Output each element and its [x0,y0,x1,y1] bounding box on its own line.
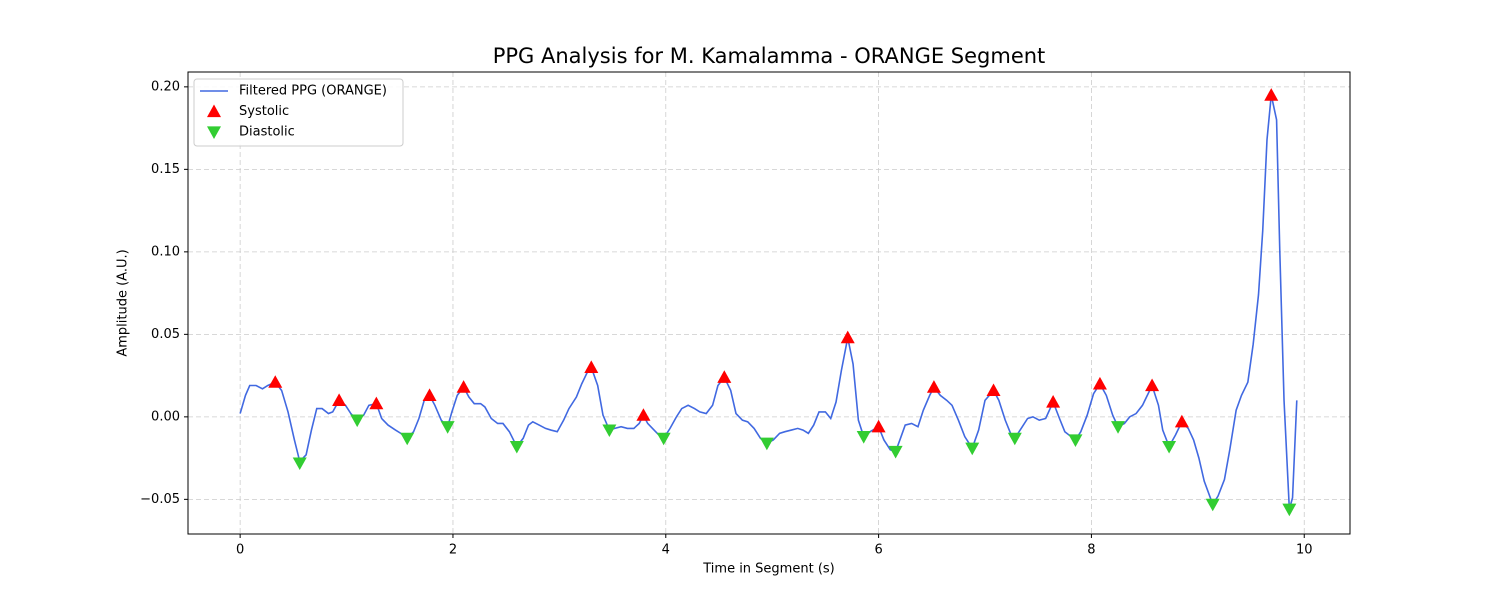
systolic-marker [456,380,471,393]
x-tick-label: 10 [1296,543,1313,558]
diastolic-marker [1111,421,1126,434]
diastolic-marker [1068,434,1083,447]
legend-box [193,78,404,147]
systolic-marker [268,375,283,388]
diastolic-marker [1282,503,1297,517]
y-axis-label: Amplitude (A.U.) [116,249,131,356]
diastolic-marker [509,440,524,454]
x-axis-label: Time in Segment (s) [702,562,834,577]
diastolic-marker [1162,440,1177,454]
legend: Filtered PPG (ORANGE) Systolic Diastolic [193,78,404,147]
y-tick-label: 0.10 [151,244,180,259]
systolic-marker [369,396,384,410]
x-tick-label: 8 [1087,543,1095,558]
axes-frame [187,71,1351,535]
systolic-marker [332,393,347,406]
systolic-marker [840,330,855,344]
legend-label: Filtered PPG (ORANGE) [239,84,387,99]
legend-swatch [207,104,221,118]
systolic-marker [871,419,886,433]
legend-label: Diastolic [239,125,295,140]
systolic-marker [422,388,437,401]
y-tick-label: 0.15 [151,162,180,177]
x-tick-label: 6 [874,543,882,558]
x-tick-label: 2 [449,543,457,558]
systolic-marker [584,360,599,373]
systolic-marker [1145,378,1160,392]
systolic-marker [1092,376,1107,390]
x-tick-label: 0 [236,543,244,558]
diastolic-marker [400,432,415,446]
chart-title: PPG Analysis for M. Kamalamma - ORANGE S… [493,44,1046,68]
diastolic-marker [292,457,307,471]
x-tick-label: 4 [662,543,670,558]
diastolic-marker [440,421,455,434]
systolic-marker [986,383,1001,397]
systolic-marker [926,380,941,393]
diastolic-marker [965,442,980,456]
systolic-marker [1264,88,1279,101]
y-tick-label: 0.20 [151,79,180,94]
diastolic-marker [759,437,774,451]
diastolic-marker [888,445,903,459]
diastolic-marker [1205,498,1220,512]
systolic-marker [1046,395,1061,408]
y-tick-label: −0.05 [140,492,180,507]
systolic-marker [717,370,732,383]
plot-area: 0 2 4 6 8 10 −0.05 0.00 0.05 0.10 0.15 0.20 Filtered… [140,71,1351,558]
diastolic-marker [656,432,671,446]
legend-swatch [207,126,221,139]
diastolic-marker [602,424,617,438]
diastolic-marker [1007,432,1022,446]
systolic-marker [636,408,651,421]
diastolic-marker [350,414,365,428]
diastolic-marker [856,431,871,444]
y-tick-label: 0.05 [151,327,180,342]
legend-label: Systolic [239,104,289,119]
systolic-marker [1174,414,1189,428]
y-tick-label: 0.00 [151,409,180,424]
